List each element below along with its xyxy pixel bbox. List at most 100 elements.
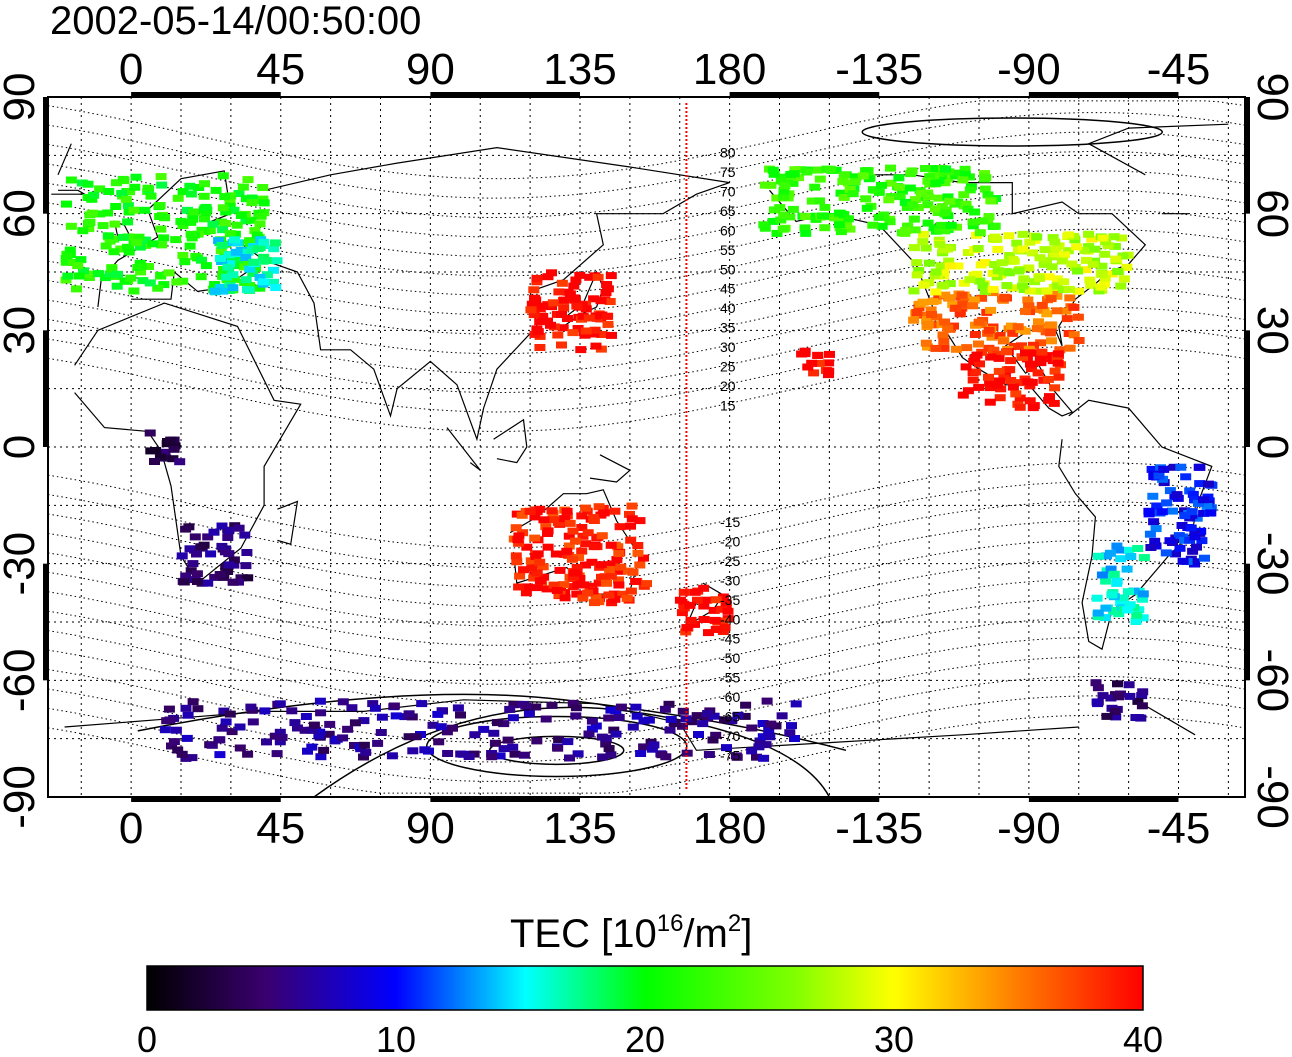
x-tick-bottom: -45 xyxy=(1147,804,1211,853)
tec-cell xyxy=(950,304,962,312)
tec-cell xyxy=(135,268,147,276)
tec-cell xyxy=(342,725,354,733)
tec-cell xyxy=(1080,266,1092,274)
tec-cell xyxy=(732,711,744,719)
tec-cell xyxy=(944,262,956,270)
tec-cell xyxy=(799,213,811,220)
tec-cell xyxy=(1041,287,1053,295)
tec-cell xyxy=(635,750,647,757)
tec-cell xyxy=(228,206,240,214)
x-axis-top-ticks: 0 45 90 135 180 -135 -90 -45 xyxy=(119,45,1210,94)
tec-cell xyxy=(984,398,996,406)
tec-cell xyxy=(1168,463,1180,471)
tec-cell xyxy=(944,197,956,205)
tec-cell xyxy=(1048,399,1060,407)
tec-cell xyxy=(76,179,88,187)
tec-cell xyxy=(193,184,205,191)
tec-cell xyxy=(540,523,552,531)
tec-cell xyxy=(1092,552,1104,560)
tec-cell xyxy=(952,262,964,270)
tec-cell xyxy=(767,217,779,225)
axis-bar-top xyxy=(1028,92,1179,98)
tec-cell xyxy=(65,176,77,184)
tec-cell xyxy=(930,344,942,352)
axis-bar-left xyxy=(43,97,49,214)
tec-cell xyxy=(641,580,652,588)
tec-cell xyxy=(1112,268,1124,276)
tec-cell xyxy=(1054,346,1066,354)
tec-cell xyxy=(1017,230,1029,238)
contour-label: 40 xyxy=(720,300,736,316)
tec-cell xyxy=(907,201,919,209)
tec-cell xyxy=(213,237,225,245)
tec-cell xyxy=(677,707,689,715)
tec-cell xyxy=(1115,555,1127,563)
tec-cell xyxy=(180,525,192,533)
tec-cell xyxy=(938,281,950,289)
contour-label: -40 xyxy=(720,611,740,627)
tec-cell xyxy=(155,271,167,279)
tec-cell xyxy=(739,712,751,720)
tec-cell xyxy=(908,215,920,223)
tec-cell xyxy=(175,217,187,225)
tec-cell xyxy=(1106,591,1118,599)
y-tick-left: 60 xyxy=(0,189,44,238)
tec-cell xyxy=(908,244,920,252)
tec-cell xyxy=(925,306,937,314)
tec-cell xyxy=(530,703,542,711)
tec-cell xyxy=(918,230,930,238)
tec-cell xyxy=(511,558,523,566)
x-tick-top: 180 xyxy=(693,45,766,94)
tec-cell xyxy=(634,517,646,525)
tec-cell xyxy=(638,743,650,751)
tec-cell xyxy=(531,737,543,745)
tec-cell xyxy=(1177,557,1189,565)
tec-cell xyxy=(572,325,584,332)
coastline-segment xyxy=(263,146,730,442)
tec-cell xyxy=(1014,403,1026,411)
tec-cell xyxy=(621,594,633,602)
tec-cell xyxy=(132,264,144,271)
tec-cell xyxy=(510,552,522,560)
tec-cell xyxy=(217,172,229,180)
tec-cell xyxy=(1137,688,1149,696)
tec-cell xyxy=(200,203,212,211)
tec-cell xyxy=(861,204,873,212)
tec-cell xyxy=(1161,499,1173,507)
tec-cell xyxy=(137,277,149,285)
tec-cell xyxy=(1121,263,1133,271)
magnetic-latitude-contour xyxy=(48,578,1245,666)
tec-cell xyxy=(571,302,583,310)
tec-cell xyxy=(1099,614,1111,622)
tec-cell xyxy=(274,700,286,708)
tec-cell xyxy=(110,203,122,210)
tec-cell xyxy=(386,752,398,760)
tec-cell xyxy=(520,589,532,597)
tec-cell xyxy=(954,310,966,318)
tec-cell xyxy=(973,383,985,391)
tec-cell xyxy=(576,524,588,531)
contour-label: 20 xyxy=(720,378,736,394)
tec-cell xyxy=(838,171,850,179)
tec-cell xyxy=(582,529,594,537)
tec-cell xyxy=(546,507,558,515)
tec-cell xyxy=(306,743,318,751)
tec-cell xyxy=(1121,606,1133,614)
tec-cell xyxy=(613,550,625,557)
tec-cell xyxy=(969,208,981,216)
tec-cell xyxy=(1105,565,1117,573)
tec-cell xyxy=(1031,233,1043,241)
tec-cell xyxy=(271,257,283,265)
tec-cell xyxy=(648,741,660,749)
tec-cell xyxy=(478,725,490,733)
tec-cell xyxy=(615,563,627,571)
tec-cell xyxy=(209,287,221,295)
tec-cell xyxy=(570,537,581,545)
tec-cell xyxy=(627,568,639,576)
tec-cell xyxy=(937,246,949,254)
tec-cell xyxy=(184,545,196,553)
tec-cell xyxy=(220,273,232,281)
tec-cell xyxy=(214,283,226,291)
tec-cell xyxy=(545,321,556,329)
